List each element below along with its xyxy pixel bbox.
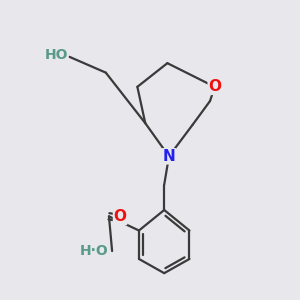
Text: H·O: H·O <box>80 244 109 258</box>
Text: O: O <box>113 209 127 224</box>
Text: O: O <box>208 79 221 94</box>
Text: HO: HO <box>44 48 68 62</box>
Text: N: N <box>163 149 175 164</box>
